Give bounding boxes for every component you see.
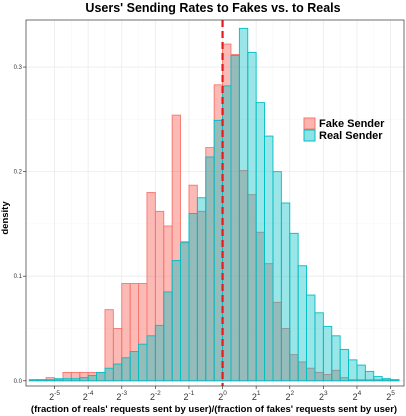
histogram-bar	[289, 232, 299, 382]
histogram-bar	[205, 156, 215, 382]
histogram-bar	[163, 291, 173, 382]
x-tick-label: 25	[386, 390, 395, 402]
histogram-bar	[373, 376, 383, 382]
histogram-bar	[348, 359, 358, 382]
histogram-bar	[70, 378, 81, 382]
x-tick-label: 2-3	[116, 390, 127, 402]
real-sender-bars	[28, 27, 400, 382]
x-tick-label: 20	[218, 390, 227, 402]
histogram-bar	[247, 51, 257, 382]
histogram-bar	[264, 135, 274, 382]
histogram-bar	[339, 348, 350, 382]
x-tick-label: 2-5	[49, 390, 60, 402]
histogram-bar	[280, 202, 291, 382]
histogram-bar	[45, 379, 56, 382]
chart-title: Users' Sending Rates to Fakes vs. to Rea…	[85, 1, 340, 15]
x-axis-ticks: 2-5 2-4 2-3 2-2 2-1 20 21 22 23 24 25	[49, 386, 395, 402]
histogram-bar	[79, 377, 89, 382]
x-tick-label: 2-2	[150, 390, 161, 402]
histogram-bar	[364, 370, 375, 382]
histogram-bar	[196, 197, 207, 382]
y-axis-label: density	[0, 201, 11, 235]
histogram-bar	[62, 378, 72, 382]
histogram-bar	[356, 364, 366, 382]
y-tick-label: 0.0	[14, 379, 23, 385]
histogram-bar	[297, 265, 308, 382]
histogram-bar	[322, 325, 333, 382]
histogram-bar	[129, 351, 140, 382]
histogram-bar	[104, 367, 114, 382]
histogram-bar	[272, 171, 282, 382]
histogram-bar	[255, 102, 266, 382]
legend-swatch-fake-sender	[303, 117, 316, 130]
x-tick-label: 22	[285, 390, 294, 402]
y-tick-label: 0.1	[14, 274, 23, 280]
legend-label-real-sender: Real Sender	[319, 130, 383, 142]
histogram-bar	[121, 357, 131, 382]
legend-swatch-real-sender	[303, 129, 316, 142]
histogram-bar	[180, 242, 190, 382]
x-tick-label: 23	[319, 390, 328, 402]
y-axis-ticks: 0.0 0.1 0.2 0.3	[14, 65, 26, 385]
legend: Fake Sender Real Sender	[303, 117, 385, 142]
x-tick-label: 24	[353, 390, 362, 402]
histogram-bar	[138, 343, 148, 382]
histogram-bar	[314, 312, 324, 382]
x-tick-label: 21	[252, 390, 261, 402]
histogram-bar	[238, 27, 249, 382]
histogram-bar	[37, 379, 47, 382]
y-tick-label: 0.3	[14, 65, 23, 71]
histogram-bar	[87, 375, 98, 382]
histogram-bar	[390, 379, 400, 382]
panel-border	[25, 19, 405, 387]
histogram-bar	[154, 324, 165, 382]
histogram-bar	[28, 379, 39, 382]
x-tick-label: 2-1	[184, 390, 195, 402]
legend-label-fake-sender: Fake Sender	[319, 118, 385, 130]
histogram-bar	[222, 85, 232, 382]
histogram-bar	[171, 260, 182, 382]
histogram-bar	[213, 119, 224, 382]
histogram-bar	[112, 363, 123, 382]
histogram-bar	[331, 335, 341, 382]
histogram-bar	[381, 378, 392, 382]
y-tick-label: 0.2	[14, 170, 23, 176]
histogram-bar	[306, 294, 316, 382]
x-tick-label: 2-4	[83, 390, 94, 402]
histogram-bar	[230, 55, 240, 382]
histogram-bar	[146, 335, 156, 382]
histogram-bar	[54, 378, 64, 382]
histogram-bar	[96, 371, 106, 382]
histogram-bar	[188, 213, 198, 382]
x-axis-label: (fraction of reals' requests sent by use…	[31, 404, 397, 415]
